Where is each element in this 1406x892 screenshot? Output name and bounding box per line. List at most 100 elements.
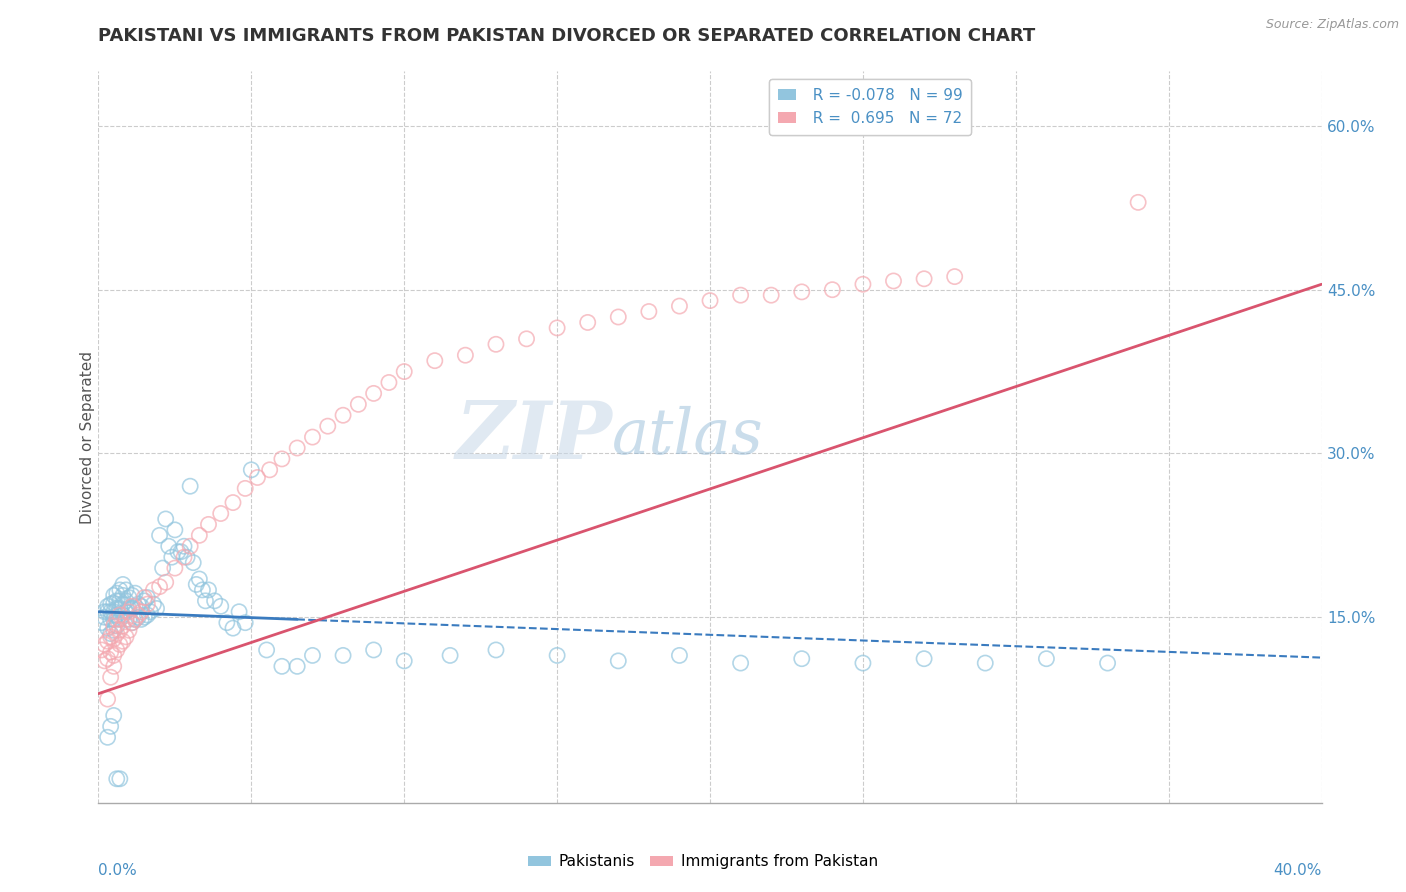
Point — [188, 572, 211, 586]
Point — [546, 321, 568, 335]
Point — [134, 591, 156, 605]
Point — [188, 528, 211, 542]
Point — [259, 463, 281, 477]
Point — [118, 605, 141, 619]
Point — [285, 441, 308, 455]
Point — [912, 651, 935, 665]
Point — [105, 643, 128, 657]
Point — [93, 605, 115, 619]
Point — [105, 586, 128, 600]
Point — [516, 332, 538, 346]
Point — [115, 582, 138, 597]
Point — [142, 582, 165, 597]
Point — [191, 582, 214, 597]
Point — [363, 643, 385, 657]
Point — [97, 651, 120, 665]
Point — [108, 607, 131, 622]
Point — [105, 601, 128, 615]
Point — [852, 277, 875, 292]
Point — [233, 615, 256, 630]
Point — [179, 479, 201, 493]
Point — [118, 601, 141, 615]
Point — [129, 612, 152, 626]
Point — [1035, 651, 1057, 665]
Point — [759, 288, 782, 302]
Point — [246, 470, 269, 484]
Point — [197, 582, 219, 597]
Point — [332, 409, 354, 423]
Point — [115, 594, 138, 608]
Point — [668, 648, 690, 663]
Point — [439, 648, 461, 663]
Point — [607, 310, 630, 324]
Point — [149, 528, 172, 542]
Point — [1128, 195, 1150, 210]
Point — [378, 376, 401, 390]
Point — [256, 643, 278, 657]
Point — [194, 594, 217, 608]
Point — [93, 610, 115, 624]
Point — [607, 654, 630, 668]
Point — [637, 304, 661, 318]
Point — [111, 607, 134, 622]
Text: atlas: atlas — [612, 406, 763, 468]
Point — [103, 659, 125, 673]
Point — [103, 624, 125, 638]
Point — [152, 561, 174, 575]
Text: 40.0%: 40.0% — [1274, 863, 1322, 878]
Point — [134, 610, 156, 624]
Point — [167, 545, 190, 559]
Point — [124, 586, 146, 600]
Point — [485, 643, 508, 657]
Point — [301, 648, 323, 663]
Point — [173, 539, 195, 553]
Point — [127, 610, 149, 624]
Point — [170, 545, 193, 559]
Point — [127, 597, 149, 611]
Point — [129, 599, 152, 614]
Point — [136, 607, 159, 622]
Point — [103, 708, 125, 723]
Point — [103, 612, 125, 626]
Point — [115, 612, 138, 626]
Point — [100, 630, 122, 644]
Point — [974, 656, 997, 670]
Point — [111, 619, 134, 633]
Point — [912, 272, 935, 286]
Point — [790, 285, 813, 299]
Point — [97, 599, 120, 614]
Point — [699, 293, 721, 308]
Point — [668, 299, 690, 313]
Point — [124, 612, 146, 626]
Point — [821, 283, 844, 297]
Point — [121, 601, 143, 615]
Legend: Pakistanis, Immigrants from Pakistan: Pakistanis, Immigrants from Pakistan — [522, 848, 884, 875]
Point — [1097, 656, 1119, 670]
Point — [883, 274, 905, 288]
Point — [108, 601, 131, 615]
Point — [943, 269, 966, 284]
Y-axis label: Divorced or Separated: Divorced or Separated — [80, 351, 94, 524]
Point — [103, 596, 125, 610]
Point — [301, 430, 323, 444]
Point — [97, 692, 120, 706]
Point — [93, 654, 115, 668]
Point — [105, 612, 128, 626]
Point — [108, 772, 131, 786]
Point — [111, 634, 134, 648]
Point — [233, 482, 256, 496]
Point — [100, 597, 122, 611]
Point — [222, 495, 245, 509]
Point — [100, 612, 122, 626]
Point — [105, 607, 128, 622]
Point — [108, 582, 131, 597]
Point — [121, 615, 143, 630]
Point — [155, 512, 177, 526]
Point — [134, 594, 156, 608]
Point — [115, 630, 138, 644]
Point — [111, 577, 134, 591]
Point — [136, 597, 159, 611]
Point — [97, 634, 120, 648]
Point — [270, 451, 292, 466]
Point — [90, 615, 112, 630]
